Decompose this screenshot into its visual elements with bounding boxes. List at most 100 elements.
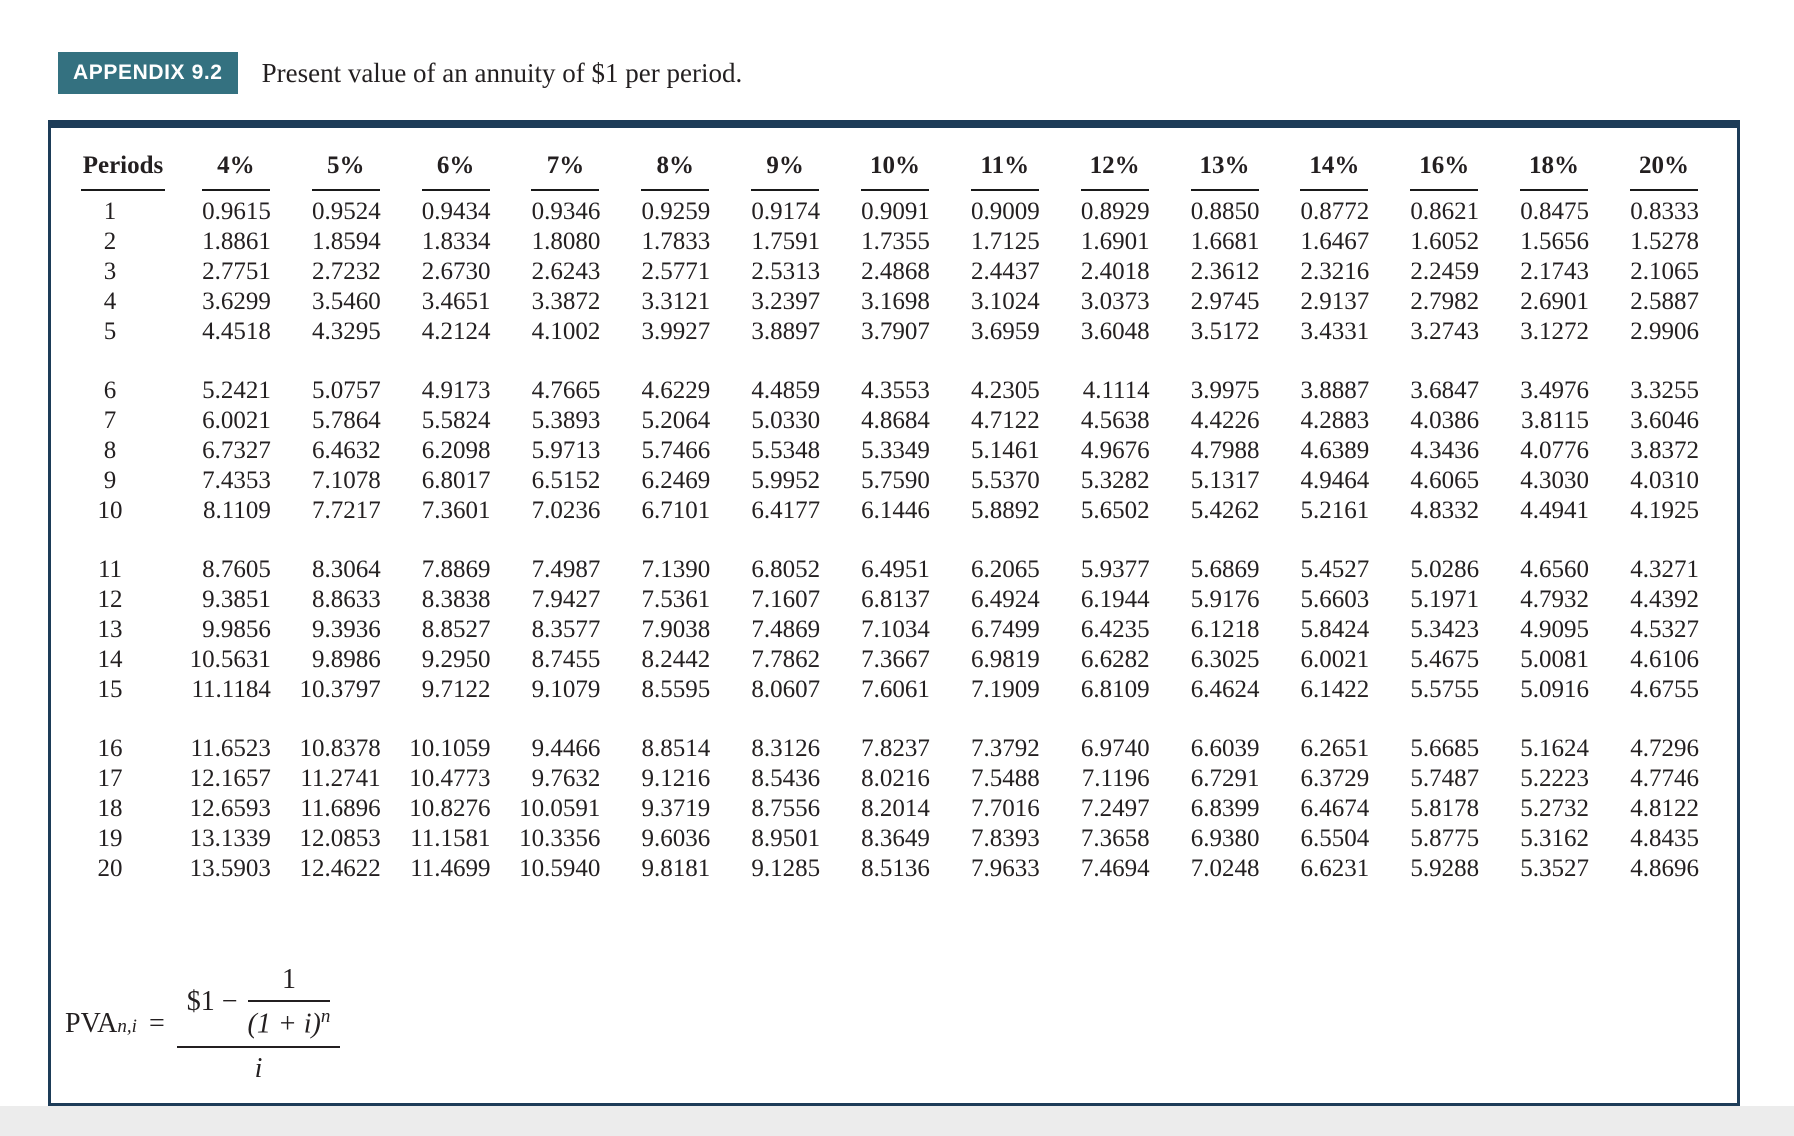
table-row: 16 11.6523 10.8378 10.1059 9.4466 8.8514 8.312… — [65, 734, 1719, 764]
formula-lhs-base: PVA — [65, 1008, 118, 1040]
pv-factor-cell: 6.8052 — [751, 556, 821, 583]
footer-band — [0, 1106, 1794, 1136]
column-header-label: 10% — [860, 152, 929, 191]
pv-factor-cell: 4.3030 — [1520, 467, 1589, 494]
pv-factor-cell: 7.3667 — [861, 646, 930, 673]
pv-factor-cell: 5.8424 — [1300, 616, 1370, 643]
rate-column-header: 11% — [950, 140, 1060, 191]
pv-factor-cell: 6.5504 — [1300, 825, 1370, 852]
pv-factor-cell: 11.1184 — [191, 676, 271, 703]
pv-factor-cell: 12.0853 — [299, 825, 381, 852]
pv-factor-cell: 5.8178 — [1410, 795, 1480, 822]
pv-factor-cell: 4.8435 — [1630, 825, 1699, 852]
pv-factor-cell: 6.4951 — [861, 556, 930, 583]
column-header-label: 4% — [201, 152, 270, 191]
rate-column-header: 5% — [291, 140, 401, 191]
group-spacer-cell — [65, 526, 1719, 555]
period-cell: 19 — [97, 825, 123, 852]
pv-factor-cell: 8.8514 — [641, 735, 711, 762]
pv-factor-cell: 3.1698 — [861, 288, 930, 315]
pv-factor-cell: 5.1461 — [971, 437, 1040, 464]
pv-factor-cell: 5.0916 — [1520, 676, 1589, 703]
pv-factor-cell: 3.8372 — [1630, 437, 1699, 464]
pv-factor-cell: 8.9501 — [751, 825, 821, 852]
pv-factor-cell: 11.4699 — [410, 855, 491, 882]
pv-factor-cell: 9.6036 — [641, 825, 711, 852]
pv-factor-cell: 2.5887 — [1630, 288, 1699, 315]
table-row: 19 13.1339 12.0853 11.1581 10.3356 9.6036 8.95… — [65, 824, 1719, 854]
pv-factor-cell: 4.3436 — [1410, 437, 1480, 464]
pv-factor-cell: 12.4622 — [299, 855, 381, 882]
pv-factor-cell: 7.2497 — [1080, 795, 1150, 822]
table-head: Periods 4% 5% 6% 7% 8% 9% 10% 11% 12% 13% 14% 16% 18%… — [65, 140, 1719, 191]
pv-factor-cell: 5.2064 — [641, 407, 711, 434]
pv-factor-cell: 0.9524 — [311, 198, 381, 225]
pv-factor-cell: 6.4177 — [751, 497, 821, 524]
formula-inner-denominator-base: (1 + i) — [247, 1008, 321, 1039]
period-cell: 14 — [97, 646, 123, 673]
table-row: 11 8.7605 8.3064 7.8869 7.4987 7.1390 6.8052 6.… — [65, 555, 1719, 585]
pv-factor-cell: 4.6106 — [1630, 646, 1699, 673]
formula-outer-numerator: $1 − 1 (1 + i)n — [177, 964, 341, 1046]
pv-factor-cell: 3.5172 — [1190, 318, 1260, 345]
pv-factor-cell: 10.8276 — [409, 795, 491, 822]
pv-factor-cell: 8.5136 — [861, 855, 930, 882]
pv-factor-cell: 1.6052 — [1410, 228, 1480, 255]
pv-factor-cell: 5.3893 — [531, 407, 601, 434]
table-row: 2 1.8861 1.8594 1.8334 1.8080 1.7833 1.7591 1.7… — [65, 227, 1719, 257]
pv-factor-cell: 5.1624 — [1520, 735, 1589, 762]
pv-factor-cell: 5.7487 — [1410, 765, 1480, 792]
pv-factor-cell: 7.9633 — [971, 855, 1040, 882]
pv-factor-cell: 10.8378 — [299, 735, 381, 762]
pv-factor-cell: 5.6685 — [1410, 735, 1480, 762]
pv-factor-cell: 7.1078 — [311, 467, 381, 494]
pv-factor-cell: 2.1743 — [1520, 258, 1589, 285]
pv-factor-cell: 2.6243 — [531, 258, 601, 285]
pv-factor-cell: 7.4987 — [531, 556, 601, 583]
pv-factor-cell: 6.8399 — [1190, 795, 1260, 822]
pv-factor-cell: 7.3792 — [971, 735, 1040, 762]
pv-factor-cell: 2.9906 — [1630, 318, 1699, 345]
pv-factor-cell: 6.2065 — [971, 556, 1040, 583]
pv-factor-cell: 13.1339 — [189, 825, 271, 852]
formula-equals: = — [148, 1008, 165, 1040]
pv-factor-cell: 6.2469 — [641, 467, 711, 494]
pv-factor-cell: 5.3423 — [1410, 616, 1480, 643]
pv-factor-cell: 4.5327 — [1630, 616, 1699, 643]
pv-factor-cell: 1.6901 — [1080, 228, 1150, 255]
pv-factor-cell: 3.4976 — [1520, 377, 1589, 404]
pv-factor-cell: 2.4018 — [1080, 258, 1150, 285]
column-header-label: 14% — [1300, 152, 1369, 191]
pv-factor-cell: 4.7988 — [1190, 437, 1260, 464]
pv-factor-cell: 5.4675 — [1410, 646, 1480, 673]
pv-factor-cell: 4.5638 — [1080, 407, 1150, 434]
pv-factor-cell: 4.3295 — [311, 318, 381, 345]
pv-factor-cell: 3.6299 — [202, 288, 271, 315]
pv-factor-cell: 5.5348 — [751, 437, 821, 464]
pv-factor-cell: 13.5903 — [189, 855, 271, 882]
pv-factor-cell: 2.3216 — [1300, 258, 1370, 285]
pv-factor-cell: 6.7499 — [971, 616, 1040, 643]
pv-factor-cell: 3.6847 — [1410, 377, 1480, 404]
period-cell: 8 — [103, 437, 117, 464]
column-header-label: 13% — [1190, 152, 1259, 191]
pv-factor-cell: 4.6560 — [1520, 556, 1589, 583]
pv-factor-cell: 5.9377 — [1080, 556, 1150, 583]
pv-factor-cell: 6.3025 — [1190, 646, 1260, 673]
pv-factor-cell: 1.6681 — [1190, 228, 1260, 255]
pv-factor-cell: 4.0776 — [1520, 437, 1589, 464]
pv-factor-cell: 7.3601 — [421, 497, 491, 524]
column-header-label: 18% — [1520, 152, 1589, 191]
pv-factor-cell: 1.7355 — [861, 228, 930, 255]
pv-factor-cell: 7.1607 — [751, 586, 821, 613]
pv-factor-cell: 6.2098 — [421, 437, 491, 464]
table-row: 8 6.7327 6.4632 6.2098 5.9713 5.7466 5.5348 5.3… — [65, 436, 1719, 466]
pv-factor-cell: 3.8887 — [1300, 377, 1370, 404]
column-header-label: 7% — [531, 152, 600, 191]
pv-factor-cell: 2.9137 — [1300, 288, 1370, 315]
formula-outer-fraction: $1 − 1 (1 + i)n i — [176, 964, 341, 1085]
pv-factor-cell: 1.7833 — [641, 228, 711, 255]
pv-factor-cell: 5.6502 — [1080, 497, 1150, 524]
pv-factor-cell: 4.8122 — [1630, 795, 1699, 822]
pv-factor-cell: 6.6231 — [1300, 855, 1370, 882]
